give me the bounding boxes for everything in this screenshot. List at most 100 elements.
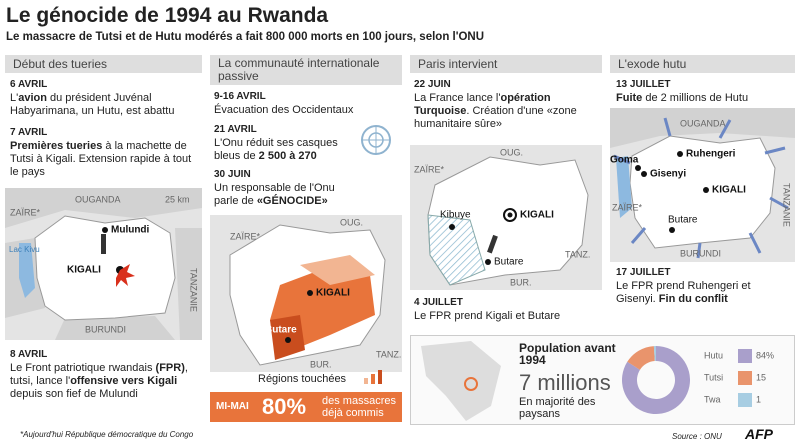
entry-run: «GÉNOCIDE» bbox=[256, 195, 328, 207]
map-label: Butare bbox=[668, 215, 698, 226]
entry-run: Le Front patriotique rwandais bbox=[10, 362, 156, 374]
stat-period: MI-MAI bbox=[216, 401, 249, 412]
map-label: KIGALI bbox=[67, 265, 101, 276]
stat-text: des massacres déjà commis bbox=[322, 395, 396, 419]
credit: AFP bbox=[745, 426, 773, 442]
entry-text: Un responsable de l'Onu parle de «GÉNOCI… bbox=[214, 182, 354, 208]
entry-run: . Création d'une «zone humanitaire sûre» bbox=[414, 105, 577, 130]
entry-date: 17 JUILLET bbox=[616, 267, 671, 278]
entry-run: L'Onu réduit ses casques bleus de bbox=[214, 137, 338, 162]
entry-date: 21 AVRIL bbox=[214, 124, 257, 135]
map-label: ZAÏRE* bbox=[612, 202, 643, 212]
panel-header: Paris intervient bbox=[410, 55, 602, 73]
entry-text: L'avion du président Juvénal Habyarimana… bbox=[10, 92, 198, 118]
legend-label: Tutsi bbox=[704, 372, 723, 382]
entry-run: Fin du conflit bbox=[658, 293, 728, 305]
un-logo bbox=[361, 125, 391, 155]
map-label: Butare bbox=[265, 325, 297, 336]
entry-text: Évacuation des Occidentaux bbox=[214, 104, 400, 117]
population-title: Population avant 1994 bbox=[519, 341, 616, 367]
map-label: Butare bbox=[494, 257, 524, 268]
entry: 9-16 AVRIL Évacuation des Occidentaux bbox=[214, 90, 400, 117]
map-label: KIGALI bbox=[316, 288, 350, 299]
legend-swatch bbox=[738, 393, 752, 407]
map-label: ZAÏRE* bbox=[10, 207, 41, 217]
title: Le génocide de 1994 au Rwanda bbox=[6, 4, 329, 27]
entry-run: Évacuation des Occidentaux bbox=[214, 104, 354, 116]
map-label: BURUNDI bbox=[85, 324, 126, 334]
entry-date: 30 JUIN bbox=[214, 169, 251, 180]
map: OUGANDA 25 km ZAÏRE* Lac Kivu Mulundi KI… bbox=[5, 188, 202, 340]
entry-run: opération Turquoise bbox=[414, 92, 551, 117]
map: OUGANDA Goma Ruhengeri Gisenyi KIGALI ZA… bbox=[610, 108, 795, 262]
footnote: *Aujourd'hui République démocratique du … bbox=[20, 430, 194, 439]
legend-label: Régions touchées bbox=[258, 373, 347, 385]
source: Source : ONU bbox=[672, 432, 722, 441]
entry-text: Le Front patriotique rwandais (FPR), tut… bbox=[10, 362, 198, 401]
entry-date: 9-16 AVRIL bbox=[214, 91, 266, 102]
entry-text: Premières tueries à la machette de Tutsi… bbox=[10, 140, 198, 179]
map-label: Ruhengeri bbox=[686, 149, 736, 160]
value-label: 84% bbox=[756, 350, 774, 360]
map-label: BUR. bbox=[310, 359, 332, 369]
entry: 30 JUIN Un responsable de l'Onu parle de … bbox=[214, 168, 354, 208]
map-label: Goma bbox=[610, 155, 639, 166]
entry-run: à la machette de Tutsi à Kigali. Extensi… bbox=[10, 140, 192, 178]
entry-run: du président Juvénal Habyarimana, un Hut… bbox=[10, 92, 175, 117]
pie-slice bbox=[627, 346, 655, 370]
entry-date: 22 JUIN bbox=[414, 79, 451, 90]
entry-run: depuis son fief de Mulundi bbox=[10, 388, 138, 400]
map-label: OUGANDA bbox=[75, 194, 121, 204]
entry: 13 JUILLET Fuite de 2 millions de Hutu bbox=[616, 78, 791, 105]
entry-date: 6 AVRIL bbox=[10, 79, 48, 90]
map-label: ZAÏRE* bbox=[230, 231, 261, 241]
legend-label: Hutu bbox=[704, 350, 723, 360]
entry-run: Un responsable de l'Onu parle de bbox=[214, 182, 335, 207]
stat-figure: 80% bbox=[262, 394, 307, 419]
legend-swatch bbox=[738, 371, 752, 385]
map-label: 25 km bbox=[165, 194, 190, 204]
map-label: OUG. bbox=[340, 217, 363, 227]
legend-label: Twa bbox=[704, 394, 721, 404]
entry-text: L'Onu réduit ses casques bleus de 2 500 … bbox=[214, 137, 354, 163]
value-label: 1 bbox=[756, 394, 761, 404]
map-label: OUG. bbox=[500, 147, 523, 157]
entry-date: 4 JUILLET bbox=[414, 297, 463, 308]
map-label: KIGALI bbox=[520, 210, 554, 221]
entry-run: , tutsi, lance l' bbox=[10, 362, 188, 387]
entry: 7 AVRIL Premières tueries à la machette d… bbox=[10, 126, 198, 179]
entry-run: Premières tueries bbox=[10, 140, 103, 152]
entry-run: La France lance l' bbox=[414, 92, 501, 104]
map-label: BURUNDI bbox=[680, 248, 721, 258]
map-label: OUGANDA bbox=[680, 118, 726, 128]
stat-box: MI-MAI 80% des massacres déjà commis bbox=[210, 392, 402, 422]
map-label: Gisenyi bbox=[650, 169, 686, 180]
pie-slice bbox=[653, 346, 656, 362]
population-note: En majorité des paysans bbox=[519, 396, 596, 420]
map-label: TANZANIE bbox=[782, 183, 792, 227]
map-label: TANZ. bbox=[565, 249, 590, 259]
legend-swatch bbox=[364, 370, 382, 384]
entry-run: Le FPR prend Ruhengeri et Gisenyi. bbox=[616, 280, 751, 305]
map: ZAÏRE* OUG. KIGALI Butare BUR. TANZ. bbox=[210, 215, 402, 372]
entry-date: 8 AVRIL bbox=[10, 349, 48, 360]
entry-date: 13 JUILLET bbox=[616, 79, 671, 90]
entry-text: Le FPR prend Kigali et Butare bbox=[414, 310, 594, 323]
entry: 8 AVRIL Le Front patriotique rwandais (FP… bbox=[10, 348, 198, 401]
subtitle: Le massacre de Tutsi et de Hutu modérés … bbox=[6, 31, 485, 43]
map-label: BUR. bbox=[510, 277, 532, 287]
map-label: TANZANIE bbox=[189, 268, 199, 312]
entry-run: de 2 millions de Hutu bbox=[642, 92, 749, 104]
population-value: 7 millions bbox=[519, 370, 611, 395]
panel-header: La communauté internationale passive bbox=[210, 55, 402, 85]
map-label: ZAÏRE* bbox=[414, 164, 445, 174]
entry-run: offensive vers Kigali bbox=[70, 375, 178, 387]
entry-text: La France lance l'opération Turquoise. C… bbox=[414, 92, 594, 131]
entry-run: 2 500 à 270 bbox=[258, 150, 317, 162]
entry-run: L' bbox=[10, 92, 19, 104]
map-label: Lac Kivu bbox=[9, 245, 40, 254]
entry-run: (FPR) bbox=[155, 362, 185, 374]
population-box: Population avant 1994 7 millions En majo… bbox=[410, 335, 795, 425]
entry: 21 AVRIL L'Onu réduit ses casques bleus d… bbox=[214, 123, 354, 163]
